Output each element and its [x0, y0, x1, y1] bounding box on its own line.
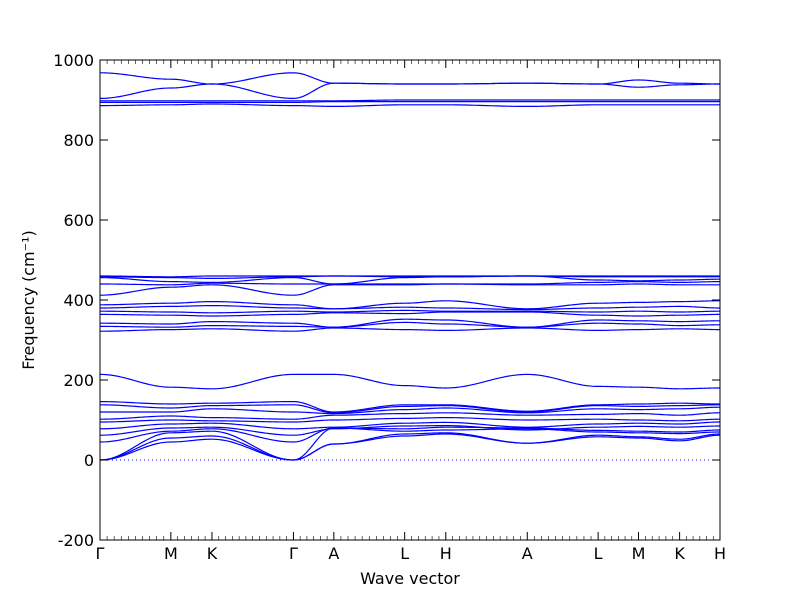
band-line-11	[99, 400, 720, 413]
x-tick-label: H	[714, 544, 726, 563]
band-line-16	[100, 311, 720, 317]
x-tick-label: K	[207, 544, 218, 563]
x-axis-label: Wave vector	[360, 569, 460, 588]
x-tick-label: Γ	[289, 544, 298, 563]
band-line-29	[99, 72, 720, 85]
band-line-23	[100, 275, 720, 279]
band-line-4	[99, 426, 721, 443]
y-tick-label: 600	[63, 211, 94, 230]
x-tick-label: H	[440, 544, 452, 563]
x-tick-label: M	[632, 544, 646, 563]
y-tick-label: 800	[63, 131, 94, 150]
band-line-3	[99, 427, 721, 461]
band-line-6	[99, 421, 721, 430]
band-line-26	[100, 101, 720, 103]
band-line-10	[99, 404, 720, 414]
y-axis-label: Frequency (cm⁻¹)	[19, 230, 38, 369]
x-tick-label: M	[164, 544, 178, 563]
x-tick-label: Γ	[96, 544, 105, 563]
band-line-2	[99, 432, 721, 461]
bands-layer	[99, 72, 721, 461]
band-line-7	[99, 417, 721, 423]
band-line-17	[100, 309, 720, 314]
x-tick-label: K	[674, 544, 685, 563]
y-tick-label: 0	[84, 451, 94, 470]
y-tick-label: 400	[63, 291, 94, 310]
y-tick-label: 200	[63, 371, 94, 390]
x-tick-label: L	[400, 544, 409, 563]
band-line-19	[99, 300, 720, 310]
band-line-15	[100, 318, 720, 328]
x-tick-label: A	[328, 544, 339, 563]
band-line-21	[100, 281, 720, 286]
tick-labels-layer: -200 0 200 400 600 800 1000 Γ M K Γ A L H A L M K H	[53, 51, 726, 563]
x-tick-label: A	[522, 544, 533, 563]
x-tick-label: L	[594, 544, 603, 563]
band-line-1	[99, 433, 721, 461]
band-line-8	[99, 412, 721, 420]
ticks-layer	[99, 59, 721, 541]
band-line-27	[100, 99, 720, 102]
band-line-12	[99, 373, 720, 390]
y-tick-label: -200	[58, 531, 94, 550]
band-line-5	[99, 425, 721, 436]
y-tick-label: 1000	[53, 51, 94, 70]
band-line-18	[99, 305, 721, 311]
band-line-9	[100, 406, 721, 415]
band-line-13	[99, 327, 720, 332]
band-line-25	[100, 103, 720, 108]
band-line-14	[100, 321, 720, 328]
band-line-24	[100, 275, 720, 278]
